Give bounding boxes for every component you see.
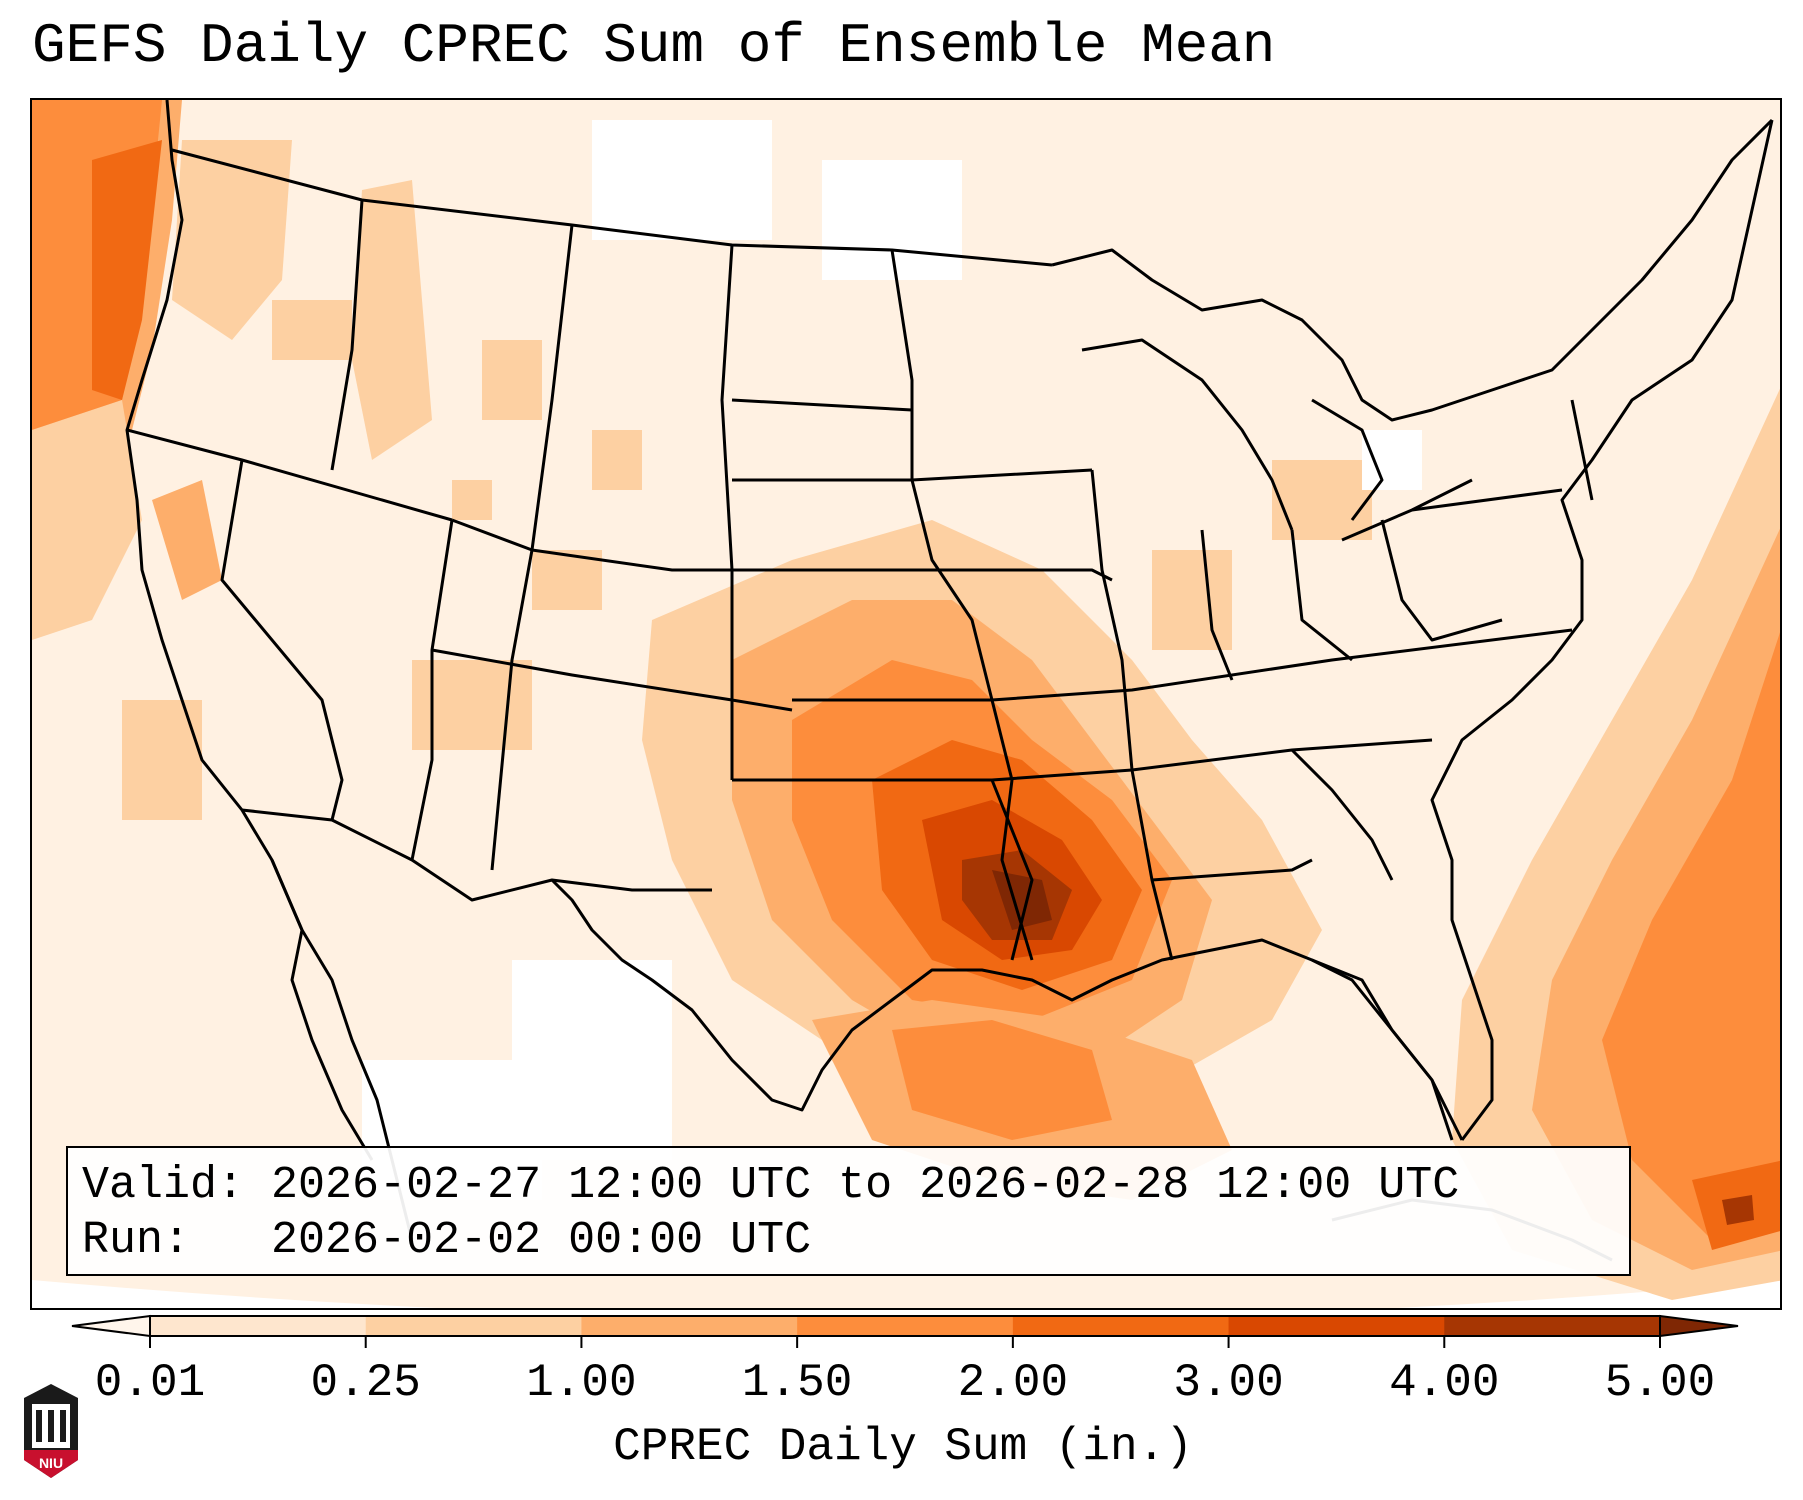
colorbar-segment: [365, 1316, 582, 1336]
colorbar-segment: [1012, 1316, 1230, 1336]
state-line: [1151, 858, 1313, 882]
colorbar-tick-label: 3.00: [1173, 1357, 1284, 1409]
lake-huron: [1311, 398, 1384, 521]
state-line: [1380, 519, 1503, 642]
state-line: [990, 779, 1034, 961]
state-line: [1290, 748, 1394, 881]
lake-michigan: [1081, 338, 1294, 531]
precip-zero-areas: [362, 120, 1422, 1200]
colorbar-label: CPREC Daily Sum (in.): [613, 1421, 1193, 1473]
state-line: [1570, 399, 1594, 501]
florida-coastline: [1311, 958, 1454, 1141]
colorbar: [71, 1314, 1739, 1348]
valid-time-box: Valid: 2026-02-27 12:00 UTC to 2026-02-2…: [66, 1146, 1631, 1276]
colorbar-tick-label: 1.50: [741, 1357, 853, 1409]
state-line: [490, 224, 574, 871]
run-row: Run: 2026-02-02 00:00 UTC: [82, 1213, 1615, 1268]
domain-edge: [32, 1280, 1780, 1308]
baja-coastline: [270, 859, 374, 1161]
canada-border: [171, 148, 1053, 267]
colorbar-extend-max: [1659, 1314, 1739, 1338]
state-line: [890, 249, 1034, 961]
colorbar-segment: [150, 1316, 367, 1336]
north-border-east: [1051, 118, 1774, 422]
state-line: [330, 199, 364, 471]
colorbar-tick-label: 2.00: [957, 1357, 1069, 1409]
colorbar-tick-label: 0.01: [94, 1357, 206, 1409]
run-label: Run:: [82, 1215, 191, 1266]
valid-row: Valid: 2026-02-27 12:00 UTC to 2026-02-2…: [82, 1158, 1615, 1213]
run-value: 2026-02-02 00:00 UTC: [271, 1215, 812, 1266]
state-line: [732, 468, 1093, 482]
state-line: [1290, 529, 1353, 662]
state-line: [792, 628, 1573, 702]
colorbar-extend-min: [71, 1314, 151, 1338]
state-line: [220, 459, 344, 821]
colorbar-outline: [149, 1315, 1661, 1337]
colorbar-segment: [1444, 1316, 1661, 1336]
map-title: GEFS Daily CPREC Sum of Ensemble Mean: [32, 14, 1276, 78]
colorbar-tick-label: 1.00: [526, 1357, 637, 1409]
state-line: [1200, 529, 1234, 681]
state-line: [451, 518, 732, 572]
colorbar-tick-label: 4.00: [1389, 1357, 1500, 1409]
west-coastline: [125, 100, 414, 1241]
state-line: [1411, 488, 1563, 512]
colorbar-segment: [581, 1316, 798, 1336]
colorbar-segment: [797, 1316, 1014, 1336]
state-line: [1090, 469, 1174, 961]
state-line: [410, 519, 454, 861]
valid-label: Valid:: [82, 1160, 245, 1211]
map-canvas: [32, 100, 1780, 1308]
precipitation-map: [30, 98, 1782, 1310]
colorbar-segment: [1228, 1316, 1445, 1336]
state-line: [731, 398, 913, 412]
valid-value: 2026-02-27 12:00 UTC to 2026-02-28 12:00…: [271, 1160, 1460, 1211]
state-line: [431, 648, 793, 712]
colorbar-tick-label: 0.25: [310, 1357, 421, 1409]
colorbar-tick-label: 5.00: [1604, 1357, 1716, 1409]
east-coastline: [1430, 119, 1774, 1141]
precip-atlantic-band: [1452, 388, 1780, 1300]
niu-logo-icon: NIU: [24, 1384, 78, 1478]
svg-text:NIU: NIU: [39, 1455, 63, 1471]
